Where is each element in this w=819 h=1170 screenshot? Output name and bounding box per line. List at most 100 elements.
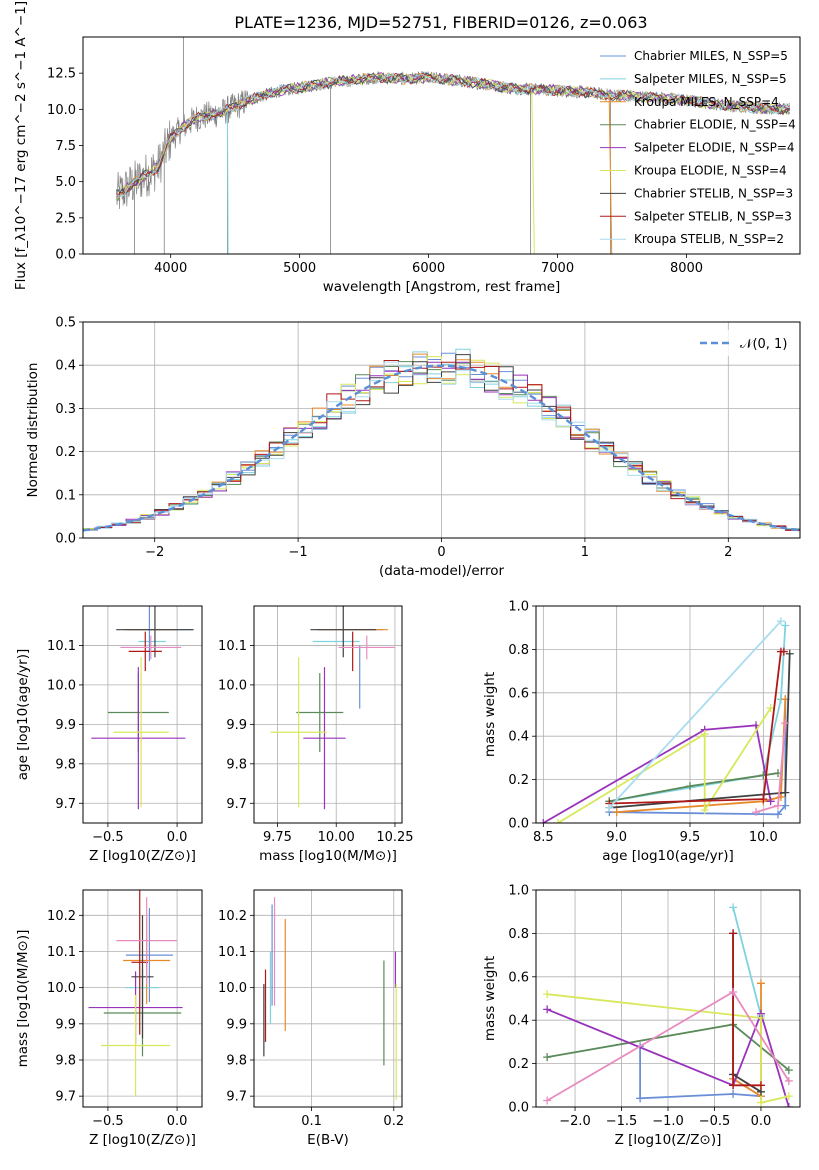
weight-line xyxy=(732,907,762,1017)
x-tick-label: 1 xyxy=(581,545,589,560)
weight-line xyxy=(609,625,787,803)
y-axis-label: Flux [f_λ10^−17 erg cm^−2 s^−1 A^−1] xyxy=(13,1,29,290)
plus-marker xyxy=(781,621,790,630)
y-tick-label: 0.2 xyxy=(508,1057,529,1072)
y-tick-label: 0.8 xyxy=(508,643,529,658)
panel-age-vs-metallicity: −0.5 0.0 9.7 9.8 9.9 10.0 10.1 Z [log10(Z/Z⊙)] a… xyxy=(15,605,203,864)
x-tick-label: −0.5 xyxy=(699,1114,731,1129)
model-spectrum-salpeter-elodie xyxy=(116,72,791,197)
y-tick-label: 0.4 xyxy=(55,359,76,374)
y-tick-label: 10.0 xyxy=(47,678,76,693)
weight-line xyxy=(609,772,779,803)
plus-marker xyxy=(756,1098,765,1107)
y-tick-label: 0.4 xyxy=(508,730,529,745)
plus-marker xyxy=(784,1076,793,1085)
legend-label: Kroupa STELIB, N_SSP=2 xyxy=(634,232,784,246)
x-tick-label: 9.75 xyxy=(263,830,292,845)
plus-marker xyxy=(605,803,614,812)
plus-marker xyxy=(686,782,694,791)
y-tick-label: 1.0 xyxy=(508,600,529,615)
legend-label: Salpeter ELODIE, N_SSP=4 xyxy=(634,141,795,155)
model-spectrum-salpeter-miles xyxy=(116,71,791,198)
plot-area xyxy=(91,606,194,810)
x-tick-label: −0.5 xyxy=(92,1114,124,1129)
weight-line xyxy=(608,620,782,809)
y-tick-label: 7.5 xyxy=(55,139,76,154)
plus-marker xyxy=(766,797,775,806)
axes-frame xyxy=(253,605,403,824)
legend-label: Salpeter MILES, N_SSP=5 xyxy=(634,72,787,86)
panel-residual-histogram: −2 −1 0 1 2 0.0 0.1 0.2 0.3 0.4 0.5 (data-model)/er… xyxy=(25,316,801,579)
x-tick-label: 6000 xyxy=(412,261,445,276)
x-tick-label: 0.1 xyxy=(301,1114,322,1129)
x-axis-label: Z [log10(Z/Z⊙)] xyxy=(615,1132,722,1148)
y-axis-label: mass weight xyxy=(482,672,498,757)
y-tick-label: 9.7 xyxy=(55,797,76,812)
y-tick-label: 10.1 xyxy=(218,639,247,654)
y-tick-label: 10.0 xyxy=(47,103,76,118)
y-tick-label: 0.0 xyxy=(508,817,529,832)
plot-area xyxy=(263,897,397,1100)
y-tick-label: 10.1 xyxy=(218,945,247,960)
y-tick-label: 5.0 xyxy=(55,175,76,190)
histogram-kroupa-stelib xyxy=(83,361,800,533)
y-tick-label: 0.0 xyxy=(55,532,76,547)
x-tick-label: 2 xyxy=(724,545,732,560)
legend-label: Chabrier STELIB, N_SSP=3 xyxy=(634,186,793,200)
y-axis-label: mass [log10(M/M⊙)] xyxy=(15,930,31,1068)
y-tick-label: 12.5 xyxy=(47,67,76,82)
legend: 𝒩(0, 1) xyxy=(692,330,794,356)
plots-container: 4000 5000 6000 7000 80000.02.55.07.510.012.5… xyxy=(13,1,801,1148)
x-tick-label: −0.5 xyxy=(92,830,124,845)
plus-marker xyxy=(781,719,790,728)
plot-area xyxy=(116,37,791,254)
model-spectrum-kroupa-stelib xyxy=(116,72,790,198)
x-tick-label: −1.5 xyxy=(606,1114,638,1129)
plus-marker xyxy=(554,819,562,823)
legend-box xyxy=(692,330,794,356)
y-tick-label: 9.9 xyxy=(55,718,76,733)
model-cutoff xyxy=(226,112,229,254)
plus-marker xyxy=(543,1096,552,1105)
plus-marker xyxy=(756,1014,765,1023)
x-tick-label: 7000 xyxy=(541,261,574,276)
x-axis-label: (data-model)/error xyxy=(379,563,505,579)
x-tick-label: 4000 xyxy=(154,261,187,276)
normal-curve xyxy=(83,364,800,532)
y-axis-label: Normed distribution xyxy=(25,363,41,498)
y-tick-label: 0.8 xyxy=(508,927,529,942)
plus-marker xyxy=(756,979,765,988)
x-tick-label: −1.0 xyxy=(652,1114,684,1129)
legend-label: 𝒩(0, 1) xyxy=(740,337,787,352)
plot-area xyxy=(543,903,793,1107)
plus-marker xyxy=(776,617,785,626)
x-tick-label: 10.00 xyxy=(318,830,355,845)
x-axis-label: wavelength [Angstrom, rest frame] xyxy=(323,279,561,295)
axes-frame xyxy=(253,889,403,1108)
plus-marker xyxy=(784,1103,793,1107)
legend-label: Kroupa MILES, N_SSP=4 xyxy=(634,95,779,109)
panel-mass-weight-vs-age: 8.5 9.0 9.5 10.0 0.0 0.2 0.4 0.6 0.8 1.0 age [log1… xyxy=(482,600,801,864)
y-tick-label: 0.2 xyxy=(508,773,529,788)
panel-mass-vs-extinction: 0.1 0.2 9.7 9.8 9.9 10.0 10.1 10.2 E(B-V) xyxy=(218,889,404,1148)
y-tick-label: 0.4 xyxy=(508,1014,529,1029)
x-axis-label: Z [log10(Z/Z⊙)] xyxy=(89,1132,196,1148)
plus-marker xyxy=(756,1081,765,1090)
x-axis-label: age [log10(age/yr)] xyxy=(602,848,734,864)
plus-marker xyxy=(729,903,738,912)
y-tick-label: 9.7 xyxy=(226,797,247,812)
y-tick-label: 9.9 xyxy=(226,1017,247,1032)
x-tick-label: 8.5 xyxy=(533,830,554,845)
y-tick-label: 9.8 xyxy=(55,757,76,772)
x-tick-label: 0.0 xyxy=(167,830,188,845)
y-tick-label: 0.6 xyxy=(508,686,529,701)
weight-line xyxy=(542,724,772,823)
plus-marker xyxy=(774,801,782,810)
plus-marker xyxy=(539,819,548,823)
figure-title: PLATE=1236, MJD=52751, FIBERID=0126, z=0… xyxy=(234,13,647,32)
plot-area xyxy=(83,348,800,533)
legend: Chabrier MILES, N_SSP=5 Salpeter MILES, N… xyxy=(600,49,796,246)
y-tick-label: 2.5 xyxy=(55,211,76,226)
legend-label: Kroupa ELODIE, N_SSP=4 xyxy=(634,164,787,178)
